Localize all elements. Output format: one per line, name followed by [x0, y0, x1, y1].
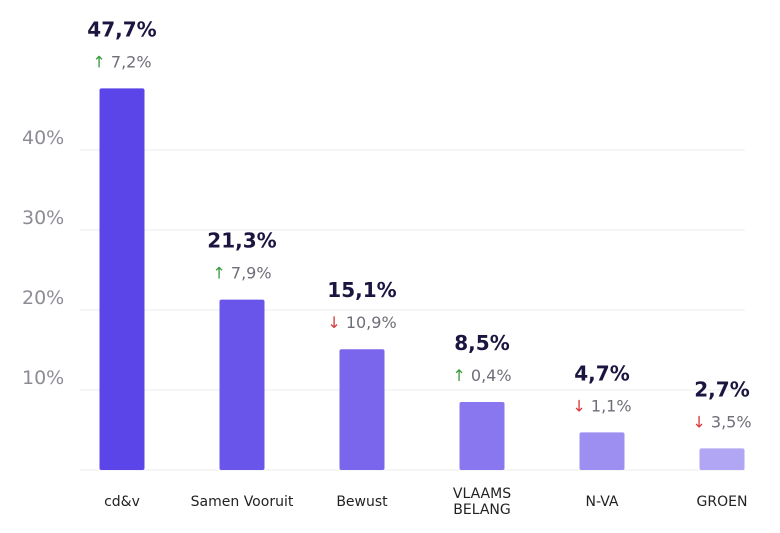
x-tick-label: Samen Vooruit: [191, 494, 294, 510]
bar-value-label: 8,5%: [454, 331, 509, 355]
arrow-up-icon: ↑: [92, 52, 105, 71]
bar-change-label: ↓ 1,1%: [572, 396, 631, 415]
x-tick-label: GROEN: [697, 494, 748, 510]
bar-change-label: ↓ 10,9%: [327, 313, 396, 332]
arrow-up-icon: ↑: [212, 264, 225, 283]
bar-change-label: ↓ 3,5%: [692, 412, 751, 431]
bar-value-label: 2,7%: [694, 377, 749, 401]
x-tick-label: cd&v: [104, 494, 140, 510]
arrow-up-icon: ↑: [452, 366, 465, 385]
x-tick-label: VLAAMS: [453, 486, 511, 502]
bar: [579, 432, 625, 470]
arrow-down-icon: ↓: [692, 412, 705, 431]
bar-change-label: ↑ 7,9%: [212, 264, 271, 283]
bar-change-value: 7,9%: [226, 264, 272, 283]
bar-labels: 47,7% ↑ 7,2% 21,3% ↑ 7,9% 15,1% ↓ 10,9% 8,5% ↑ …: [87, 17, 751, 431]
bar: [339, 349, 385, 470]
bars: [99, 88, 745, 471]
bar-change-label: ↑ 7,2%: [92, 52, 151, 71]
y-axis-ticks: 10% 20% 30% 40%: [22, 127, 64, 389]
bar-value-label: 15,1%: [327, 278, 396, 302]
bar-change-value: 7,2%: [106, 52, 152, 71]
bar-value-label: 21,3%: [207, 229, 276, 253]
bar: [459, 402, 505, 470]
bar-value-label: 4,7%: [574, 361, 629, 385]
bar-change-value: 3,5%: [706, 412, 752, 431]
bar: [99, 88, 145, 471]
y-tick-label: 20%: [22, 287, 64, 309]
bar-change-label: ↑ 0,4%: [452, 366, 511, 385]
x-tick-label: N-VA: [586, 494, 619, 510]
bar: [219, 299, 265, 470]
bar: [699, 448, 745, 470]
x-tick-label: Bewust: [336, 494, 388, 510]
arrow-down-icon: ↓: [327, 313, 340, 332]
bar-change-value: 0,4%: [466, 366, 512, 385]
arrow-down-icon: ↓: [572, 396, 585, 415]
x-tick-label: BELANG: [453, 502, 510, 518]
y-tick-label: 10%: [22, 367, 64, 389]
bar-change-value: 1,1%: [586, 396, 632, 415]
y-tick-label: 30%: [22, 207, 64, 229]
bar-change-value: 10,9%: [341, 313, 397, 332]
bar-value-label: 47,7%: [87, 17, 156, 41]
y-tick-label: 40%: [22, 127, 64, 149]
grid-lines: [80, 149, 745, 471]
